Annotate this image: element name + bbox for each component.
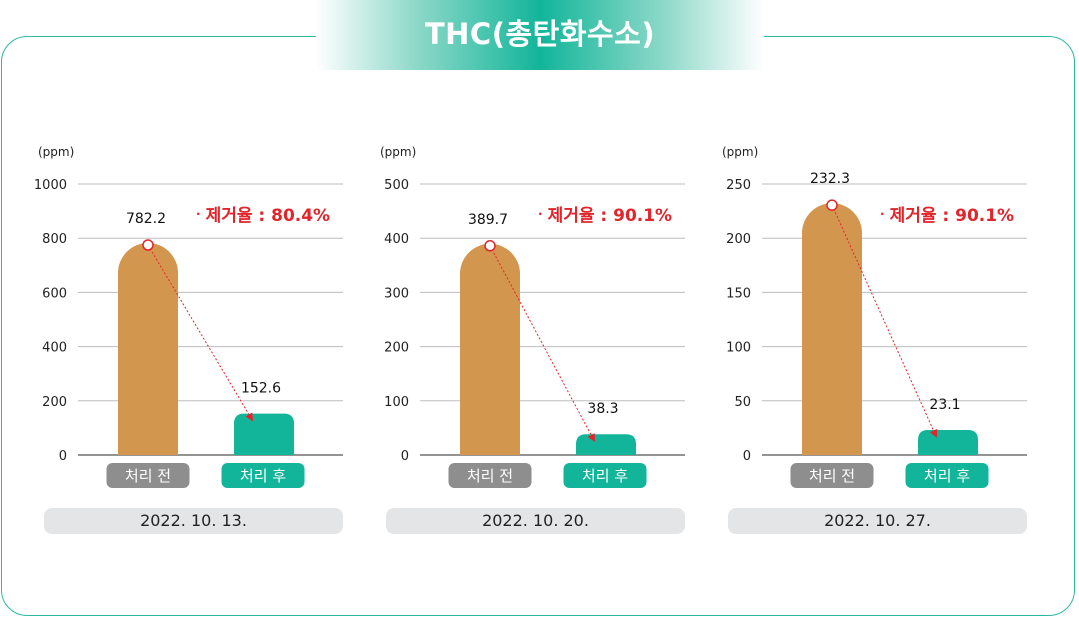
bar-after [576,434,636,455]
removal-rate-label: · 제거율 : 90.1% [538,206,673,226]
y-tick-label: 250 [726,178,751,193]
chart-panel-2: (ppm) 0 100 200 300 400 500 389.7 처리 전 38.3 처리 후 ·… [342,140,685,540]
start-point-marker [826,199,838,211]
trend-arrow [147,244,254,422]
bar-after [918,429,978,455]
category-tag-after [563,463,647,488]
y-tick-label: 300 [384,286,409,301]
y-tick-label: 600 [42,286,67,301]
y-tick-label: 200 [42,395,67,410]
y-tick-label: 0 [743,449,751,464]
removal-rate-label: · 제거율 : 80.4% [196,206,331,226]
category-tag-before [106,463,190,488]
bar-chart-svg: (ppm) 0 50 100 150 200 250 232.3 처리 전 23.1 처리 후 [722,145,1027,488]
data-label: 782.2 [126,211,166,227]
y-tick-label: 100 [384,395,409,410]
bar-before [118,243,179,455]
y-unit-label: (ppm) [380,145,416,159]
data-label: 232.3 [810,171,850,187]
y-tick-label: 150 [726,286,751,301]
y-tick-label: 100 [726,341,751,356]
category-tag-after [905,463,989,488]
x-tick-label: 처리 후 [240,467,286,485]
trend-arrow [489,245,595,443]
start-point-marker [142,239,154,251]
removal-rate-label: · 제거율 : 90.1% [880,206,1015,226]
data-label: 389.7 [468,212,508,228]
y-tick-label: 400 [42,341,67,356]
y-tick-label: 500 [384,178,409,193]
bar-before [460,243,520,455]
y-tick-label: 1000 [34,178,67,193]
chart-panel-1: (ppm) 0 200 400 600 800 1000 782.2 처리 전 152.6 처리 후… [0,140,343,540]
y-tick-label: 200 [726,232,751,247]
y-unit-label: (ppm) [722,145,758,159]
start-point-marker [484,240,496,252]
title-banner: THC(총탄화수소) [316,0,764,70]
page-title: THC(총탄화수소) [424,17,656,51]
bar-after [234,413,294,455]
category-tag-before [448,463,532,488]
y-tick-label: 50 [734,395,751,410]
data-label: 152.6 [241,381,281,397]
chart-panel-3: (ppm) 0 50 100 150 200 250 232.3 처리 전 23.1 처리 후 · 제… [684,140,1027,540]
x-tick-label: 처리 전 [125,467,171,485]
bar-before [802,203,862,455]
category-tag-after [221,463,305,488]
date-label: 2022. 10. 13. [44,508,343,534]
y-tick-label: 0 [401,449,409,464]
date-label: 2022. 10. 20. [386,508,685,534]
x-tick-label: 처리 후 [582,467,628,485]
bar-chart-svg: (ppm) 0 200 400 600 800 1000 782.2 처리 전 152.6 처리 후 [34,145,343,488]
category-tag-before [790,463,874,488]
date-label: 2022. 10. 27. [728,508,1027,534]
bar-chart-svg: (ppm) 0 100 200 300 400 500 389.7 처리 전 38.3 처리 후 [380,145,685,488]
y-unit-label: (ppm) [38,145,74,159]
x-tick-label: 처리 전 [809,467,855,485]
x-tick-label: 처리 전 [467,467,513,485]
data-label: 23.1 [929,397,960,413]
y-tick-label: 400 [384,232,409,247]
data-label: 38.3 [587,401,618,417]
x-tick-label: 처리 후 [924,467,970,485]
y-tick-label: 800 [42,232,67,247]
y-tick-label: 200 [384,341,409,356]
y-tick-label: 0 [59,449,67,464]
